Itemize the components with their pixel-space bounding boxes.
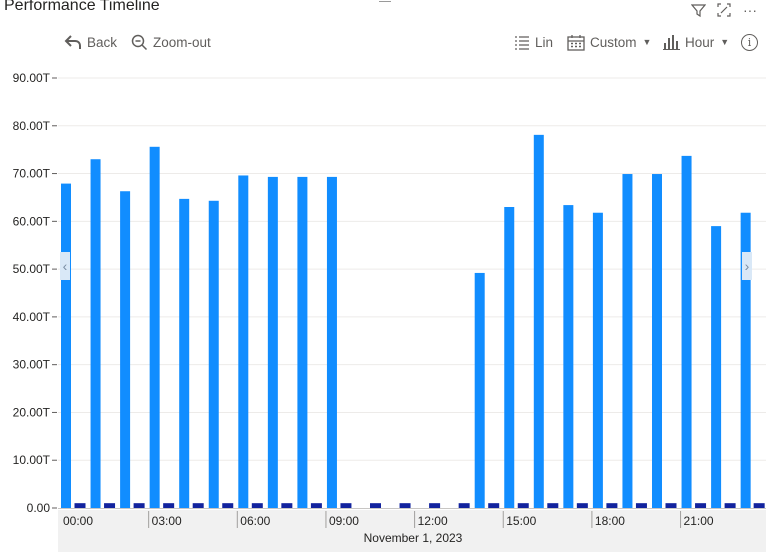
bar-primary: [563, 205, 574, 509]
bar-secondary: [665, 503, 677, 508]
bar-primary: [208, 200, 219, 509]
x-tick-label: 03:00: [152, 514, 182, 528]
info-button[interactable]: i: [741, 30, 758, 54]
x-tick-label: 15:00: [506, 514, 536, 528]
bar-secondary: [606, 503, 618, 508]
bar-primary: [61, 183, 71, 509]
bar-primary: [238, 175, 249, 508]
range-label: Custom: [590, 34, 637, 50]
bar-primary: [326, 176, 337, 508]
bar-secondary: [576, 503, 588, 508]
y-tick-label: 20.00T: [13, 405, 51, 419]
bar-secondary: [74, 503, 86, 508]
bar-secondary: [251, 503, 263, 508]
date-range-dropdown[interactable]: Custom ▼: [567, 30, 651, 54]
bar-primary: [740, 212, 751, 508]
y-tick-label: 30.00T: [13, 358, 51, 372]
chevron-down-icon: ▼: [720, 37, 730, 47]
y-tick-label: 50.00T: [13, 262, 51, 276]
back-arrow-icon: [64, 34, 82, 50]
drag-grip[interactable]: [379, 0, 391, 2]
bar-secondary: [724, 503, 736, 508]
bar-primary: [474, 272, 485, 508]
bar-secondary: [635, 503, 647, 508]
bar-secondary: [458, 503, 470, 508]
bar-secondary: [517, 503, 529, 508]
bar-primary: [120, 191, 131, 508]
scale-label: Lin: [535, 34, 554, 50]
x-tick-label: 12:00: [418, 514, 448, 528]
bar-secondary: [695, 503, 707, 508]
bar-secondary: [163, 503, 175, 508]
x-tick-label: 00:00: [63, 514, 93, 528]
bar-secondary: [192, 503, 204, 508]
bar-secondary: [104, 503, 116, 508]
y-tick-label: 10.00T: [13, 453, 51, 467]
y-tick-label: 60.00T: [13, 214, 51, 228]
x-tick-label: 09:00: [329, 514, 359, 528]
chevron-down-icon: ▼: [642, 37, 652, 47]
bar-secondary: [488, 503, 500, 508]
y-tick-label: 70.00T: [13, 167, 51, 181]
bar-secondary: [222, 503, 234, 508]
bar-primary: [533, 134, 544, 508]
info-icon: i: [741, 33, 758, 51]
zoom-out-label: Zoom-out: [153, 34, 211, 50]
bar-chart-icon: [663, 34, 680, 50]
bar-secondary: [429, 503, 441, 508]
y-tick-label: 80.00T: [13, 119, 51, 133]
bar-secondary: [753, 503, 765, 508]
bar-secondary: [340, 503, 352, 508]
y-tick-label: 90.00T: [13, 71, 51, 85]
bar-primary: [90, 159, 101, 508]
bar-secondary: [133, 503, 145, 508]
filter-icon[interactable]: [690, 2, 706, 18]
bar-primary: [681, 155, 692, 508]
bar-primary: [179, 198, 190, 508]
bar-secondary: [399, 503, 411, 508]
back-label: Back: [87, 34, 118, 50]
x-axis-band: [58, 510, 766, 552]
granularity-label: Hour: [685, 34, 715, 50]
bar-primary: [297, 176, 308, 508]
scroll-left-button[interactable]: ‹: [60, 252, 70, 280]
chevron-left-icon: ‹: [62, 258, 68, 274]
x-tick-label: 21:00: [684, 514, 714, 528]
bar-primary: [149, 146, 160, 509]
chart-toolbar: Back Zoom-out Lin Custom ▼ Hour ▼ i: [0, 30, 766, 54]
zoom-out-button[interactable]: Zoom-out: [131, 30, 211, 54]
scale-toggle[interactable]: Lin: [514, 30, 553, 54]
granularity-dropdown[interactable]: Hour ▼: [663, 30, 729, 54]
y-tick-label: 40.00T: [13, 310, 51, 324]
scroll-right-button[interactable]: ›: [742, 252, 752, 280]
bar-secondary: [370, 503, 381, 508]
zoom-out-icon: [131, 34, 148, 51]
x-tick-label: 06:00: [240, 514, 270, 528]
more-options-icon[interactable]: ···: [743, 2, 757, 18]
back-button[interactable]: Back: [64, 30, 117, 54]
bar-secondary: [281, 503, 293, 508]
bar-secondary: [310, 503, 322, 508]
x-axis-title: November 1, 2023: [364, 531, 463, 545]
bar-primary: [622, 174, 633, 509]
bar-primary: [652, 174, 662, 509]
visual-header-icons: ···: [690, 2, 758, 18]
bar-primary: [711, 226, 722, 508]
bar-primary: [267, 176, 278, 508]
calendar-icon: [567, 34, 585, 51]
x-tick-label: 18:00: [595, 514, 625, 528]
y-tick-label: 0.00: [27, 501, 51, 515]
bar-secondary: [547, 503, 559, 508]
list-icon: [514, 35, 530, 50]
chart-title: Performance Timeline: [4, 0, 160, 14]
chevron-right-icon: ›: [744, 258, 750, 274]
bar-primary: [504, 207, 515, 508]
focus-mode-icon[interactable]: [716, 2, 732, 18]
bar-primary: [592, 212, 603, 508]
